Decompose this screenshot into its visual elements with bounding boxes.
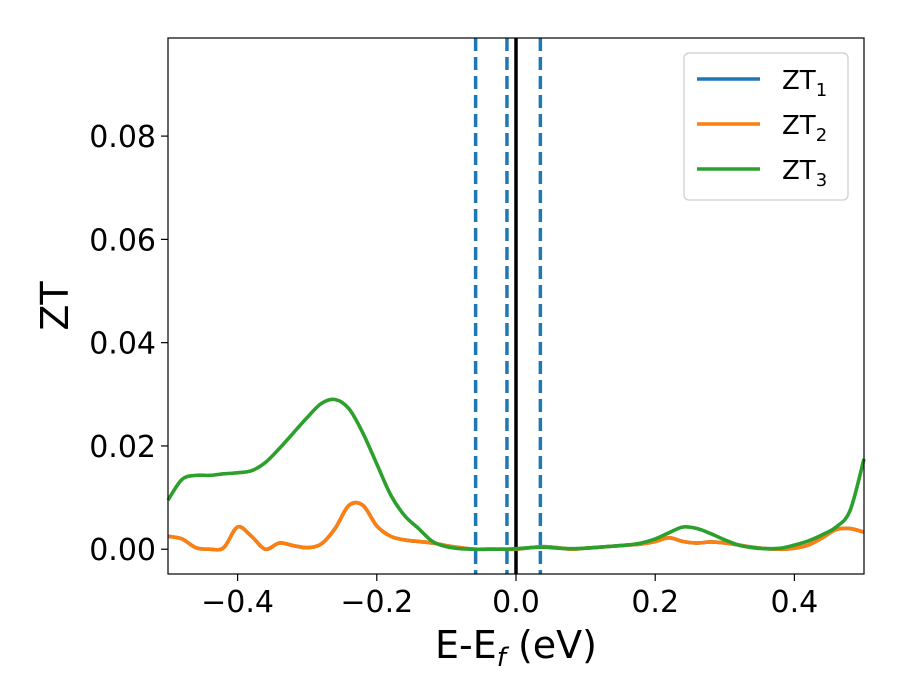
x-axis-ticks: −0.4 −0.2 0.0 0.2 0.4 — [201, 574, 818, 620]
x-tick-label-2: 0.0 — [492, 585, 540, 620]
legend-label-0: ZT1 — [782, 66, 827, 101]
y-tick-label-1: 0.02 — [89, 430, 156, 465]
y-tick-label-3: 0.06 — [89, 223, 156, 258]
y-axis-ticks: 0.00 0.02 0.04 0.06 0.08 — [89, 120, 168, 568]
y-tick-label-4: 0.08 — [89, 120, 156, 155]
legend-label-2: ZT3 — [782, 156, 827, 191]
reference-lines — [473, 38, 543, 574]
series-line-2 — [166, 397, 866, 552]
series-lines — [166, 397, 866, 552]
x-tick-label-0: −0.4 — [201, 585, 274, 620]
legend-box — [683, 52, 849, 201]
y-tick-label-2: 0.04 — [89, 327, 156, 362]
x-tick-label-1: −0.2 — [340, 585, 413, 620]
y-axis-title: ZT — [33, 281, 77, 331]
x-tick-label-4: 0.4 — [771, 585, 819, 620]
legend-label-1: ZT2 — [782, 111, 827, 146]
legend-entries: ZT1 ZT2 ZT3 — [697, 66, 827, 191]
legend: ZT1 ZT2 ZT3 — [683, 52, 849, 201]
y-tick-label-0: 0.00 — [89, 533, 156, 568]
x-tick-label-3: 0.2 — [631, 585, 679, 620]
x-axis-title: E-Ef (eV) — [435, 623, 597, 673]
